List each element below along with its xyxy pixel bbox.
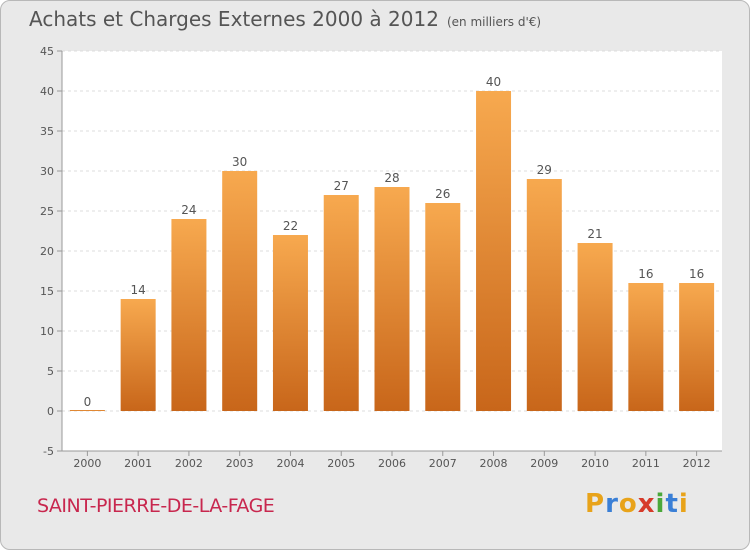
proxiti-logo: Proxiti bbox=[585, 489, 689, 519]
logo-letter: x bbox=[637, 489, 656, 519]
bar bbox=[628, 283, 664, 411]
chart-unit: (en milliers d'€) bbox=[446, 15, 542, 29]
y-tick-label: 25 bbox=[40, 205, 54, 218]
x-tick-label: 2010 bbox=[581, 457, 609, 470]
bar bbox=[272, 235, 308, 411]
x-tick-label: 2004 bbox=[276, 457, 304, 470]
bar-value-label: 28 bbox=[384, 171, 399, 185]
y-tick-label: 20 bbox=[40, 245, 54, 258]
y-tick-label: 0 bbox=[47, 405, 54, 418]
logo-letter: i bbox=[678, 489, 689, 519]
city-name: SAINT-PIERRE-DE-LA-FAGE bbox=[37, 495, 275, 517]
x-tick-label: 2005 bbox=[327, 457, 355, 470]
y-tick-label: 10 bbox=[40, 325, 54, 338]
y-tick-label: 30 bbox=[40, 165, 54, 178]
bar bbox=[577, 243, 613, 411]
y-tick-label: 5 bbox=[47, 365, 54, 378]
bar bbox=[120, 299, 156, 411]
chart-title: Achats et Charges Externes 2000 à 2012 (e… bbox=[29, 7, 541, 31]
logo-letter: o bbox=[618, 489, 638, 519]
x-tick-label: 2003 bbox=[226, 457, 254, 470]
y-tick-label: 45 bbox=[40, 45, 54, 58]
bar bbox=[526, 179, 562, 411]
x-tick-label: 2001 bbox=[124, 457, 152, 470]
bar bbox=[69, 410, 105, 411]
bar bbox=[171, 219, 207, 411]
bar bbox=[222, 171, 258, 411]
bar bbox=[374, 187, 410, 411]
bar-value-label: 14 bbox=[131, 283, 146, 297]
bar-value-label: 16 bbox=[638, 267, 653, 281]
y-tick-label: 40 bbox=[40, 85, 54, 98]
bar bbox=[679, 283, 715, 411]
logo-letter: i bbox=[655, 489, 666, 519]
x-tick-label: 2002 bbox=[175, 457, 203, 470]
x-tick-label: 2006 bbox=[378, 457, 406, 470]
y-tick-label: -5 bbox=[43, 445, 54, 458]
bar-value-label: 27 bbox=[334, 179, 349, 193]
bar-value-label: 21 bbox=[587, 227, 602, 241]
bar bbox=[476, 91, 512, 411]
bar-value-label: 0 bbox=[84, 395, 92, 409]
bar-value-label: 26 bbox=[435, 187, 450, 201]
x-tick-label: 2009 bbox=[530, 457, 558, 470]
bar-value-label: 30 bbox=[232, 155, 247, 169]
logo-letter: r bbox=[605, 489, 619, 519]
x-tick-label: 2011 bbox=[632, 457, 660, 470]
bar bbox=[323, 195, 359, 411]
x-tick-label: 2007 bbox=[429, 457, 457, 470]
bar-value-label: 24 bbox=[181, 203, 196, 217]
y-tick-label: 15 bbox=[40, 285, 54, 298]
bar-value-label: 29 bbox=[537, 163, 552, 177]
logo-letter: P bbox=[585, 489, 606, 519]
y-tick-label: 35 bbox=[40, 125, 54, 138]
bar-value-label: 16 bbox=[689, 267, 704, 281]
x-tick-label: 2012 bbox=[683, 457, 711, 470]
chart-title-text: Achats et Charges Externes 2000 à 2012 bbox=[29, 7, 439, 31]
bar-value-label: 22 bbox=[283, 219, 298, 233]
bar-value-label: 40 bbox=[486, 75, 501, 89]
x-tick-label: 2000 bbox=[73, 457, 101, 470]
logo-letter: t bbox=[665, 489, 679, 519]
x-tick-label: 2008 bbox=[480, 457, 508, 470]
bar bbox=[425, 203, 461, 411]
